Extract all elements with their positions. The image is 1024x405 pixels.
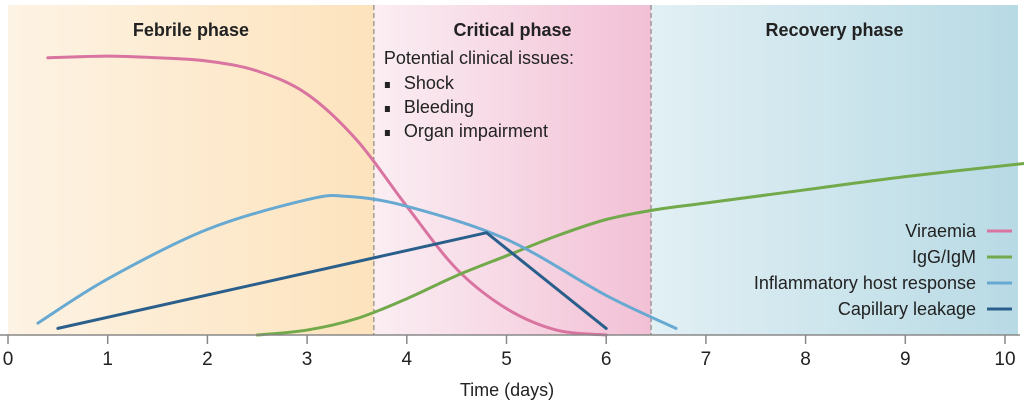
phase-region-0 bbox=[8, 5, 374, 335]
legend-label: Capillary leakage bbox=[838, 299, 976, 319]
legend-label: IgG/IgM bbox=[912, 247, 976, 267]
x-tick-label: 6 bbox=[601, 349, 612, 370]
x-tick-label: 7 bbox=[701, 349, 712, 370]
x-tick-label: 3 bbox=[302, 349, 313, 370]
x-tick-label: 8 bbox=[800, 349, 811, 370]
legend-label: Viraemia bbox=[905, 221, 977, 241]
series-igg-igm bbox=[255, 161, 1024, 337]
x-tick-label: 5 bbox=[501, 349, 512, 370]
bullet-icon bbox=[384, 82, 390, 88]
series-capillary-leakage bbox=[56, 231, 608, 330]
x-tick-label: 1 bbox=[102, 349, 113, 370]
series-inflammatory-host-response bbox=[36, 194, 678, 330]
x-tick-label: 4 bbox=[402, 349, 413, 370]
clinical-issue-item: Shock bbox=[404, 73, 455, 93]
phase-title: Recovery phase bbox=[765, 20, 903, 40]
bullet-icon bbox=[384, 130, 390, 136]
x-tick-label: 2 bbox=[202, 349, 213, 370]
clinical-issue-item: Bleeding bbox=[404, 97, 474, 117]
phase-title: Febrile phase bbox=[133, 20, 249, 40]
clinical-issues-heading: Potential clinical issues: bbox=[384, 48, 574, 68]
x-tick-label: 10 bbox=[994, 349, 1015, 370]
clinical-issue-item: Organ impairment bbox=[404, 121, 548, 141]
series-viraemia bbox=[46, 54, 608, 337]
x-tick-label: 9 bbox=[900, 349, 911, 370]
x-tick-label: 0 bbox=[3, 349, 14, 370]
x-axis-label: Time (days) bbox=[460, 380, 554, 400]
phase-title: Critical phase bbox=[453, 20, 571, 40]
legend-label: Inflammatory host response bbox=[754, 273, 976, 293]
bullet-icon bbox=[384, 106, 390, 112]
phase-region-1 bbox=[373, 5, 652, 335]
